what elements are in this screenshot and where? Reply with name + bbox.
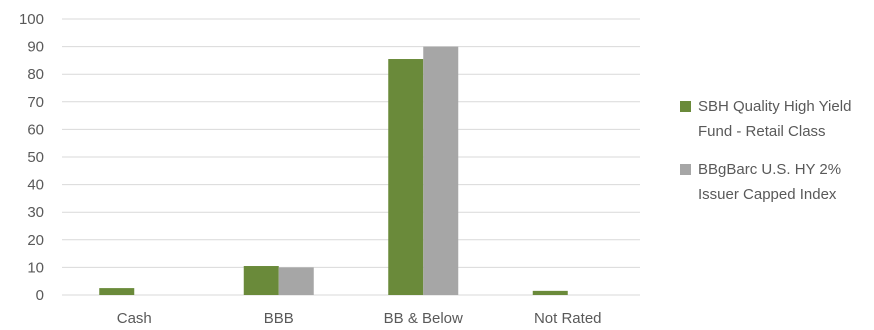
x-tick-label: Cash [117, 310, 152, 327]
x-tick-label: BBB [264, 310, 294, 327]
y-tick-label: 20 [27, 232, 44, 249]
bar-index-2 [423, 46, 459, 295]
legend-item-index: BBgBarc U.S. HY 2% Issuer Capped Index [680, 157, 870, 207]
y-tick-label: 50 [27, 149, 44, 166]
y-tick-label: 100 [19, 11, 44, 28]
legend: SBH Quality High Yield Fund - Retail Cla… [680, 94, 870, 220]
y-tick-label: 30 [27, 204, 44, 221]
bar-fund-2 [388, 59, 424, 295]
bar-fund-0 [99, 288, 135, 295]
x-tick-label: BB & Below [384, 310, 463, 327]
bar-fund-3 [532, 290, 568, 295]
legend-label-fund: SBH Quality High Yield Fund - Retail Cla… [698, 98, 852, 140]
y-axis-ticks: 0 10 20 30 40 50 60 70 80 90 100 [19, 11, 44, 304]
y-tick-label: 80 [27, 66, 44, 83]
y-tick-label: 90 [27, 39, 44, 56]
y-tick-label: 0 [36, 287, 44, 304]
bar-fund-1 [243, 266, 279, 295]
legend-label-index: BBgBarc U.S. HY 2% Issuer Capped Index [698, 161, 842, 203]
x-tick-label: Not Rated [534, 310, 602, 327]
bar-index-1 [278, 267, 314, 295]
gridlines [62, 18, 640, 296]
y-tick-label: 70 [27, 94, 44, 111]
y-tick-label: 60 [27, 121, 44, 138]
x-axis-ticks: Cash BBB BB & Below Not Rated [117, 310, 602, 327]
y-tick-label: 10 [27, 259, 44, 276]
y-tick-label: 40 [27, 177, 44, 194]
bars [99, 46, 568, 295]
legend-swatch-fund [680, 101, 691, 112]
legend-swatch-index [680, 164, 691, 175]
legend-item-fund: SBH Quality High Yield Fund - Retail Cla… [680, 94, 870, 144]
